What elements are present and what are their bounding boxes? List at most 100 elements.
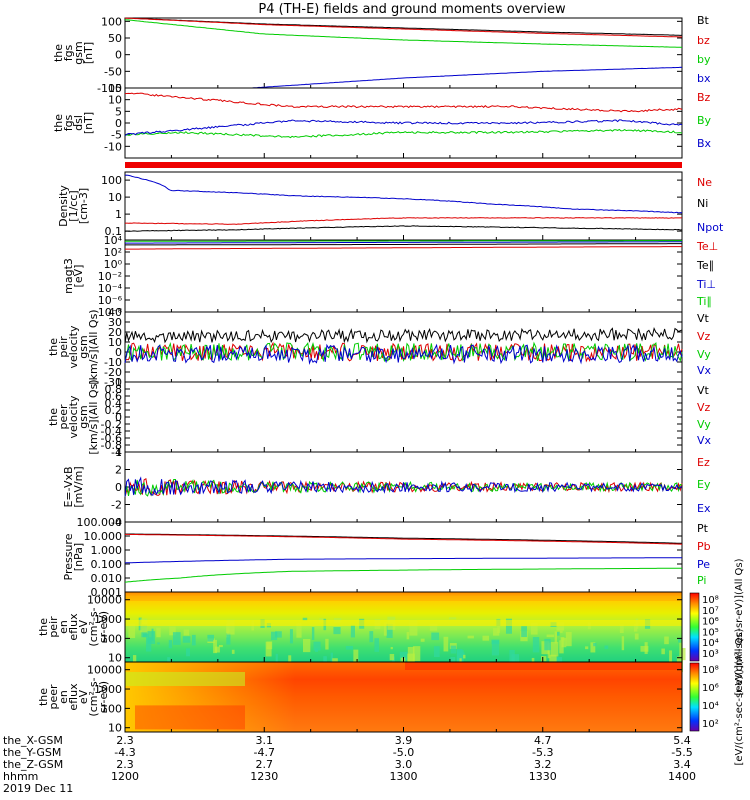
panel-fgs-gsm: 100 50 0 -50 -100 thefgsgsm[nT] Bt bz by bx [52, 14, 711, 95]
y-tick-label: -0.6 [101, 432, 122, 445]
panel-frame [124, 239, 683, 313]
y-tick-label: 10.000 [84, 530, 123, 543]
y-tick-label: 10⁴ [104, 234, 123, 247]
colorbar: 10⁸ 10⁶ 10⁴ 10² [eV/(cm²-sec-sr-eV)](All Qs) [689, 628, 745, 766]
series-line-Pe [124, 557, 682, 564]
y-tick-label: -0.8 [101, 439, 122, 452]
series-line-Ti⊥ [125, 241, 682, 244]
y-tick-label: -50 [104, 65, 122, 78]
legend-entry: Vx [697, 434, 712, 447]
series-line-Pi [124, 567, 682, 583]
panel-peer-en-eflux: 10000 1000 100 10 thepeerenefluxeV(cm²-s-sr-… [37, 628, 745, 765]
y-tick-label: 0 [115, 481, 122, 494]
date-label: 2019 Dec 11 [3, 782, 73, 795]
y-tick-label: 0.8 [105, 383, 123, 396]
y-ticks: 100 50 0 -50 -100 [97, 15, 683, 95]
colorbar-tick: 10⁴ [702, 638, 719, 649]
y-tick-label: 4 [115, 446, 122, 459]
panel-efield: 4 2 0 -2 -4 E=-VxB[mV/m] Ez Ey Ex [62, 446, 711, 529]
series-line-Pb [125, 533, 683, 545]
colorbar-tick: 10³ [702, 649, 719, 660]
y-axis-label: thepeerenefluxeV(cm²-s-sr-eV) [37, 677, 110, 716]
series-line-Ti∥ [125, 240, 682, 242]
legend-entry: Pi [697, 574, 706, 587]
legend-entry: By [697, 114, 712, 127]
series-group [124, 174, 683, 232]
colorbar-tick: 10⁵ [702, 627, 719, 638]
series-group [124, 17, 683, 89]
y-tick-label: 100.000 [77, 516, 123, 529]
series-line-By [124, 128, 683, 139]
y-axis-label: thepeirvelocitygsm[km/s](All Qs) [47, 309, 100, 384]
footer-value: 2.7 [256, 758, 274, 771]
legend-entry: Pb [697, 540, 711, 553]
y-ticks: 10000 1000 100 10 [87, 594, 683, 665]
y-tick-label: 0.2 [105, 404, 123, 417]
y-tick-label: 15 [108, 82, 122, 95]
y-tick-label: 10² [104, 246, 122, 259]
colorbar-tick: 10⁸ [702, 595, 719, 606]
y-axis-label: thepeervelocitygsm[km/s](All Qs) [47, 379, 100, 454]
series-group [124, 92, 683, 139]
footer-value: -4.3 [114, 746, 135, 759]
y-tick-label: 0.1 [105, 225, 123, 238]
y-tick-label: -2 [111, 499, 122, 512]
legend: Ne Ni Npot [697, 176, 724, 234]
panel-pressure: 100.00010.0001.0000.1000.0100.001Pressur… [62, 516, 711, 599]
series-line-Te⊥ [125, 246, 682, 250]
legend-entry: Vz [697, 330, 711, 343]
coverage-bar [125, 162, 682, 168]
panel-frame [124, 521, 683, 593]
y-tick-label: 2 [115, 464, 122, 477]
y-axis-label: thefgsgsm[nT] [52, 41, 95, 64]
legend-entry: Te⊥ [696, 240, 718, 253]
y-ticks: 10000 1000 100 10 [87, 664, 683, 735]
legend-entry: Pe [697, 558, 710, 571]
y-axis-label: Density[1/cc][cm-3] [57, 185, 90, 227]
footer-value: 1300 [390, 770, 418, 783]
series-line-Ne [124, 217, 683, 225]
y-tick-label: 0.6 [105, 390, 123, 403]
y-tick-label: -0.2 [101, 418, 122, 431]
heatmap-body [125, 592, 682, 662]
y-tick-label: 1.000 [91, 544, 123, 557]
y-tick-label: 20 [108, 326, 122, 339]
y-ticks: 10.80.60.40.20-0.2-0.4-0.6-0.8-1 [101, 376, 683, 459]
footer-value: -5.0 [393, 746, 414, 759]
y-tick-label: 10 [108, 94, 122, 107]
y-tick-label: 50 [108, 32, 122, 45]
series-line-Bz [124, 92, 683, 113]
series-group [124, 476, 683, 497]
footer-value: 3.4 [673, 758, 691, 771]
series-line-Bx [124, 119, 683, 136]
legend-entry: Vt [697, 384, 710, 397]
y-tick-label: 1000 [94, 683, 122, 696]
y-tick-label: 1 [115, 208, 122, 221]
series-line-Bt [124, 17, 683, 36]
y-axis-label: magt3[eV] [62, 258, 85, 294]
series-line-Te∥ [125, 243, 682, 246]
colorbar-label: [eV/(cm²-sec-sr-eV)](All Qs) [734, 558, 745, 695]
footer-value: -5.5 [671, 746, 692, 759]
y-tick-label: 100 [101, 702, 122, 715]
y-tick-label: -100 [97, 82, 122, 95]
y-tick-label: 0 [115, 117, 122, 130]
y-tick-label: -1 [111, 446, 122, 459]
y-tick-label: 10⁻² [98, 270, 122, 283]
footer-row-label: the_X-GSM [3, 734, 63, 747]
footer-value: 3.0 [395, 758, 413, 771]
panels: 100500-50-100thefgsgsm[nT]Btbzbybx151050… [37, 14, 745, 766]
colorbar-tick: 10⁸ [702, 665, 719, 676]
y-tick-label: 10 [108, 191, 122, 204]
y-tick-label: -5 [111, 129, 122, 142]
legend-entry: Ez [697, 456, 710, 469]
legend-entry: Bx [697, 137, 712, 150]
footer: the_X-GSMthe_Y-GSMthe_Z-GSMhhmm2.3-4.32.… [3, 734, 696, 795]
y-tick-label: 100 [101, 174, 122, 187]
y-tick-label: 0.100 [91, 558, 123, 571]
y-tick-label: -0.4 [101, 425, 122, 438]
y-tick-label: 0 [115, 346, 122, 359]
